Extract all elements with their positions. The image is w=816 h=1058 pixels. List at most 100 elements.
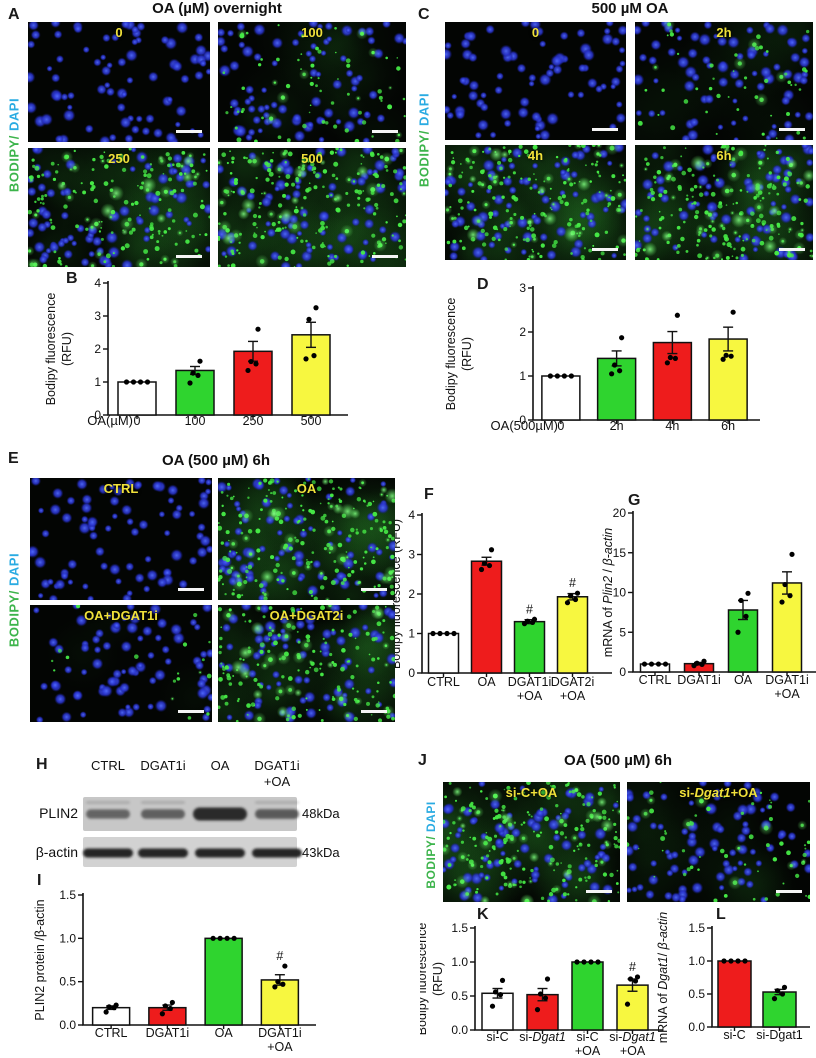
micrograph-condition-label: OA+DGAT2i <box>269 608 344 623</box>
data-point <box>306 316 312 322</box>
micrograph-a-3: 250 <box>28 148 210 267</box>
fluorescence-image <box>445 22 626 140</box>
micrograph-condition-label: 500 <box>301 151 323 166</box>
data-point <box>595 959 601 965</box>
panel-letter-f: F <box>424 486 434 503</box>
data-point <box>617 368 623 374</box>
svg-text:#: # <box>276 949 283 963</box>
data-point <box>667 354 673 361</box>
data-point <box>787 593 793 599</box>
bodipy-label: BODIPY/ <box>6 135 22 193</box>
data-point <box>245 367 251 374</box>
data-point <box>478 566 485 573</box>
micrograph-c-1: 0 <box>445 22 626 140</box>
svg-text:(RFU): (RFU) <box>460 337 474 371</box>
bar-F-2 <box>513 620 546 674</box>
data-point <box>497 992 504 998</box>
svg-text:3: 3 <box>94 309 101 323</box>
svg-text:mRNA of Dgat1/ β-actin: mRNA of Dgat1/ β-actin <box>656 912 670 1044</box>
data-point <box>162 1003 168 1009</box>
data-point <box>169 999 175 1006</box>
micrograph-condition-label: si-Dgat1+OA <box>679 785 758 800</box>
data-point <box>779 991 786 997</box>
svg-text:20: 20 <box>613 506 627 520</box>
micrograph-e-2: OA <box>218 478 395 600</box>
scale-bar <box>592 128 618 131</box>
chart-plin2-mrna: 0 5 10 15 20 mRNA of Plin2 / β-actin CTRL DGAT1… <box>600 505 816 720</box>
bar-G-3 <box>771 582 803 673</box>
bar-D-2 <box>652 341 693 421</box>
data-point <box>742 958 748 964</box>
fluorescence-image <box>28 22 210 142</box>
svg-text:15: 15 <box>613 546 627 560</box>
bar-chart-B: 0 1 2 3 4 Bodipy fluorescence (RFU) 0 100 250 500 O… <box>44 276 348 428</box>
svg-text:Bodipy fluorescence: Bodipy fluorescence <box>444 298 458 411</box>
svg-text:DGAT1i: DGAT1i <box>677 673 721 687</box>
panel-letter-l: L <box>716 906 726 923</box>
stain-label-e: BODIPY/ DAPI <box>7 553 22 647</box>
panel-letter-j: J <box>418 752 427 769</box>
scale-bar <box>779 128 805 131</box>
bar-chart-I: 0.0 0.5 1.0 1.5 PLIN2 protein /β-actin CTRL DG… <box>33 888 316 1054</box>
micrograph-e-1: CTRL <box>30 478 212 600</box>
data-point <box>437 630 443 637</box>
data-point <box>311 353 317 359</box>
svg-text:OA(500µM): OA(500µM) <box>491 418 558 433</box>
bar-G-2 <box>727 609 759 673</box>
data-point <box>672 355 678 361</box>
panel-letter-k: K <box>477 906 489 923</box>
data-point <box>159 1011 165 1017</box>
protein-band <box>83 848 133 858</box>
protein-band <box>138 848 188 858</box>
svg-text:0.0: 0.0 <box>451 1023 468 1037</box>
svg-text:si-C: si-C <box>486 1030 508 1044</box>
svg-text:0: 0 <box>557 419 564 433</box>
data-point <box>451 630 457 637</box>
svg-text:3: 3 <box>519 281 526 295</box>
svg-text:4: 4 <box>94 276 101 290</box>
svg-text:mRNA of Plin2 / β-actin: mRNA of Plin2 / β-actin <box>601 528 615 657</box>
data-point <box>488 547 495 553</box>
svg-text:Bodipy fluorescence: Bodipy fluorescence <box>44 293 58 406</box>
svg-text:CTRL: CTRL <box>427 675 460 689</box>
scale-bar <box>586 890 612 893</box>
data-point <box>664 360 670 366</box>
data-point <box>561 373 567 379</box>
svg-text:OA: OA <box>211 758 230 773</box>
svg-text:DGAT1i: DGAT1i <box>146 1026 190 1040</box>
protein-band <box>252 848 302 858</box>
data-point <box>444 630 450 637</box>
data-point <box>231 935 237 941</box>
svg-text:DGAT2i: DGAT2i <box>551 675 595 689</box>
fluorescence-image <box>627 782 810 902</box>
svg-text:1.0: 1.0 <box>59 931 76 945</box>
micrograph-condition-label: 0 <box>115 25 123 40</box>
data-point <box>542 995 549 1001</box>
data-point <box>781 984 788 990</box>
data-point <box>280 981 286 987</box>
data-point <box>735 958 741 964</box>
data-point <box>774 988 781 994</box>
protein-band <box>86 809 130 819</box>
data-point <box>123 379 130 385</box>
scale-bar <box>361 710 387 713</box>
svg-text:0: 0 <box>134 414 141 428</box>
bar-L-1 <box>762 991 797 1028</box>
data-point <box>720 356 726 362</box>
dapi-label: DAPI <box>416 92 432 131</box>
svg-text:48kDa: 48kDa <box>302 806 340 821</box>
svg-text:43kDa: 43kDa <box>302 845 340 860</box>
data-point <box>581 959 587 965</box>
data-point <box>735 629 741 635</box>
fluorescence-image <box>30 478 212 600</box>
micrograph-j-2: si-Dgat1+OA <box>627 782 810 902</box>
svg-text:OA: OA <box>734 673 753 687</box>
fluorescence-image <box>218 148 406 267</box>
svg-text:500: 500 <box>301 414 322 428</box>
data-point <box>167 1005 173 1012</box>
svg-text:DGAT1i: DGAT1i <box>508 675 552 689</box>
fluorescence-image <box>218 605 395 722</box>
svg-text:+OA: +OA <box>560 689 586 703</box>
svg-text:10: 10 <box>613 586 627 600</box>
